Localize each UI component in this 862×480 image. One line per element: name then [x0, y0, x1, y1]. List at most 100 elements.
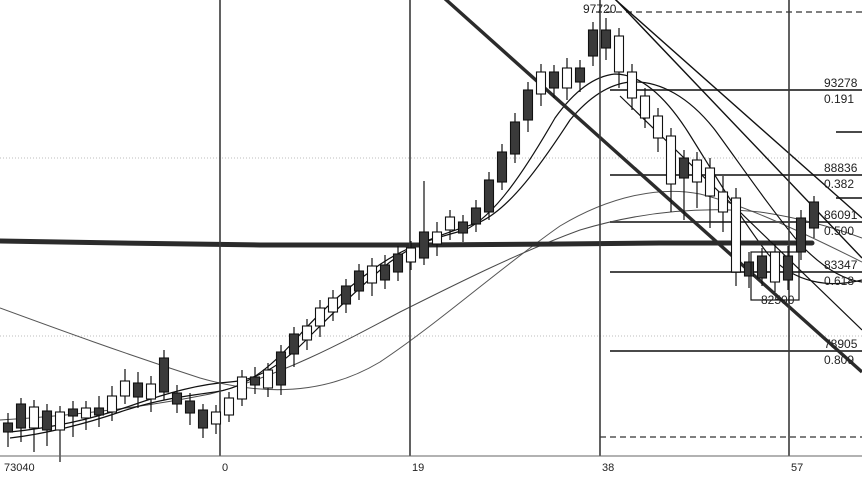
candle[interactable]: [600, 18, 612, 60]
candle[interactable]: [106, 386, 118, 421]
candle[interactable]: [730, 188, 742, 286]
candle[interactable]: [158, 350, 170, 400]
candle-body: [639, 95, 651, 119]
candle[interactable]: [782, 246, 794, 290]
candle-body: [93, 407, 105, 416]
candle[interactable]: [587, 22, 599, 66]
candle-body: [665, 135, 677, 185]
candle-body: [769, 251, 781, 283]
candle-body: [574, 67, 586, 83]
candle-body: [782, 255, 794, 281]
candle[interactable]: [80, 401, 92, 430]
candle[interactable]: [93, 396, 105, 427]
candle[interactable]: [678, 150, 690, 220]
candle-series[interactable]: [2, 18, 820, 462]
candle[interactable]: [704, 158, 716, 228]
candle[interactable]: [392, 246, 404, 281]
candle[interactable]: [769, 244, 781, 292]
candle[interactable]: [535, 64, 547, 106]
candle-body: [691, 159, 703, 183]
candle[interactable]: [418, 181, 430, 265]
candle[interactable]: [340, 279, 352, 313]
candle[interactable]: [119, 369, 131, 404]
candle[interactable]: [496, 144, 508, 190]
candle-body: [457, 221, 469, 234]
candle[interactable]: [639, 88, 651, 128]
candle-body: [405, 247, 417, 263]
candle-body: [184, 400, 196, 414]
candle[interactable]: [262, 363, 274, 397]
chart-annotation-swing-high-label: 97720: [583, 2, 617, 16]
fibonacci-ratio-label: 0.500: [824, 224, 855, 238]
candle[interactable]: [444, 210, 456, 240]
candle-body: [587, 29, 599, 57]
candle-body: [548, 71, 560, 89]
candle[interactable]: [665, 128, 677, 212]
candle[interactable]: [457, 215, 469, 242]
candle[interactable]: [67, 401, 79, 437]
candle[interactable]: [366, 258, 378, 296]
candle-body: [704, 167, 716, 197]
candle[interactable]: [626, 64, 638, 110]
candle-body: [379, 264, 391, 281]
candle[interactable]: [249, 367, 261, 394]
candle[interactable]: [28, 400, 40, 452]
candle[interactable]: [756, 248, 768, 286]
candle[interactable]: [548, 65, 560, 98]
candle[interactable]: [314, 300, 326, 337]
candle[interactable]: [275, 345, 287, 395]
candle[interactable]: [470, 200, 482, 232]
selection-rectangle[interactable]: [750, 251, 800, 301]
candle-body: [626, 71, 638, 99]
candle[interactable]: [379, 255, 391, 289]
candle[interactable]: [353, 264, 365, 300]
candle[interactable]: [431, 222, 443, 256]
candle-body: [28, 406, 40, 429]
price-axis-label: 88836: [824, 161, 858, 175]
candle-body: [158, 357, 170, 393]
candle[interactable]: [652, 108, 664, 152]
candle[interactable]: [574, 60, 586, 92]
candle[interactable]: [327, 290, 339, 321]
price-axis-label: 86091: [824, 208, 858, 222]
candle[interactable]: [197, 404, 209, 438]
candle[interactable]: [236, 370, 248, 406]
candle[interactable]: [145, 376, 157, 412]
candle[interactable]: [301, 319, 313, 350]
x-axis-tick-label: 38: [602, 462, 615, 474]
fibonacci-ratio-label: 0.618: [824, 274, 855, 288]
candle[interactable]: [223, 392, 235, 422]
candle[interactable]: [210, 405, 222, 434]
candle-body: [145, 383, 157, 400]
candle[interactable]: [288, 327, 300, 367]
candle[interactable]: [184, 393, 196, 425]
candle[interactable]: [41, 404, 53, 446]
candle[interactable]: [613, 28, 625, 88]
candle[interactable]: [522, 82, 534, 132]
candle[interactable]: [808, 196, 820, 238]
candle-body: [275, 351, 287, 386]
candle[interactable]: [717, 176, 729, 232]
price-axis-label: 83347: [824, 258, 858, 272]
candle[interactable]: [561, 58, 573, 100]
candle[interactable]: [509, 113, 521, 163]
candle[interactable]: [132, 372, 144, 408]
candle[interactable]: [691, 152, 703, 208]
candle[interactable]: [483, 172, 495, 220]
candle-body: [756, 255, 768, 279]
selection-box[interactable]: [750, 251, 800, 301]
candle[interactable]: [743, 252, 755, 288]
candle[interactable]: [54, 406, 66, 462]
candle-body: [483, 179, 495, 213]
fibonacci-ratio-label: 0.382: [824, 177, 855, 191]
candle[interactable]: [405, 241, 417, 270]
candle[interactable]: [15, 398, 27, 442]
x-axis-tick-label: 19: [412, 462, 425, 474]
candle-body: [67, 408, 79, 417]
candle-body: [600, 29, 612, 49]
candle[interactable]: [795, 210, 807, 260]
candle[interactable]: [171, 385, 183, 413]
candle[interactable]: [2, 413, 14, 447]
